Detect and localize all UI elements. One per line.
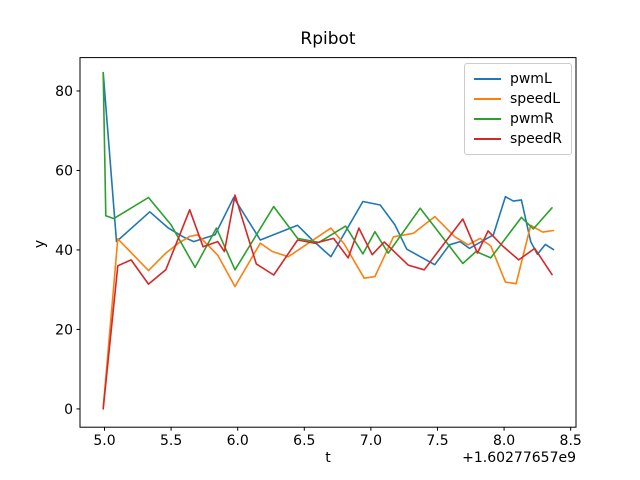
legend: pwmL speedL pwmR speedR — [463, 63, 572, 155]
y-tick-label: 80 — [55, 84, 73, 100]
series-line-speedL — [102, 215, 555, 409]
legend-line-sample — [473, 78, 501, 80]
x-tick-label: 7.5 — [426, 433, 448, 449]
legend-label: pwmR — [509, 111, 554, 127]
legend-item-speedR: speedR — [473, 129, 562, 149]
legend-label: speedR — [509, 131, 562, 147]
legend-line-sample — [473, 98, 501, 100]
legend-item-speedL: speedL — [473, 89, 562, 109]
x-axis-label: t — [325, 450, 331, 466]
series-line-pwmL — [102, 71, 555, 266]
chart-title: Rpibot — [300, 29, 356, 49]
x-tick-label: 5.0 — [93, 433, 115, 449]
x-tick-label: 6.0 — [227, 433, 249, 449]
x-tick-label: 7.0 — [360, 433, 382, 449]
legend-line-sample — [473, 118, 501, 120]
x-tick-label: 8.5 — [560, 433, 582, 449]
y-tick-label: 0 — [64, 402, 73, 418]
x-tick-label: 5.5 — [160, 433, 182, 449]
legend-item-pwmR: pwmR — [473, 109, 562, 129]
x-tick-label: 8.0 — [493, 433, 515, 449]
y-axis-label: y — [32, 239, 48, 249]
axes-spines — [79, 57, 577, 428]
y-tick-label: 20 — [55, 322, 73, 338]
legend-label: pwmL — [509, 71, 552, 87]
x-tick-label: 6.5 — [293, 433, 315, 449]
legend-item-pwmL: pwmL — [473, 69, 562, 89]
y-tick-label: 40 — [55, 243, 73, 259]
legend-label: speedL — [509, 91, 561, 107]
x-axis-offset-text: +1.60277657e9 — [462, 450, 576, 466]
series-line-speedR — [102, 194, 553, 410]
series-line-pwmR — [102, 71, 553, 271]
y-tick-label: 60 — [55, 163, 73, 179]
legend-line-sample — [473, 138, 501, 140]
